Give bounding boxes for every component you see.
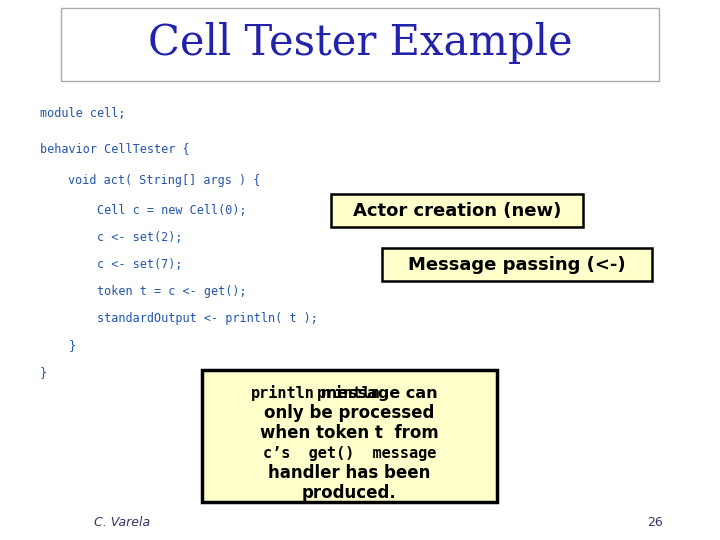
Text: 26: 26 bbox=[647, 516, 662, 529]
Text: Cell Tester Example: Cell Tester Example bbox=[148, 22, 572, 64]
FancyBboxPatch shape bbox=[331, 194, 583, 227]
Text: message can: message can bbox=[315, 386, 437, 401]
Text: C. Varela: C. Varela bbox=[94, 516, 150, 529]
Text: c <- set(7);: c <- set(7); bbox=[97, 258, 183, 271]
Text: when token t  from: when token t from bbox=[260, 424, 438, 442]
Text: void act( String[] args ) {: void act( String[] args ) { bbox=[68, 174, 261, 187]
Text: token t = c <- get();: token t = c <- get(); bbox=[97, 285, 247, 298]
Text: Cell c = new Cell(0);: Cell c = new Cell(0); bbox=[97, 204, 247, 217]
Text: c’s  get()  message: c’s get() message bbox=[263, 446, 436, 461]
Text: Actor creation (new): Actor creation (new) bbox=[353, 201, 562, 220]
Text: handler has been: handler has been bbox=[268, 464, 431, 482]
Text: c <- set(2);: c <- set(2); bbox=[97, 231, 183, 244]
Text: println: println bbox=[318, 385, 381, 401]
Text: produced.: produced. bbox=[302, 484, 397, 502]
Text: standardOutput <- println( t );: standardOutput <- println( t ); bbox=[97, 312, 318, 325]
Text: behavior CellTester {: behavior CellTester { bbox=[40, 142, 189, 155]
Text: only be processed: only be processed bbox=[264, 404, 434, 422]
Text: println: println bbox=[251, 385, 315, 401]
Text: module cell;: module cell; bbox=[40, 107, 125, 120]
Text: Message passing (<-): Message passing (<-) bbox=[408, 255, 626, 274]
FancyBboxPatch shape bbox=[382, 248, 652, 281]
FancyBboxPatch shape bbox=[61, 8, 659, 81]
Text: }: } bbox=[68, 339, 76, 352]
Text: }: } bbox=[40, 366, 47, 379]
FancyBboxPatch shape bbox=[202, 370, 497, 502]
